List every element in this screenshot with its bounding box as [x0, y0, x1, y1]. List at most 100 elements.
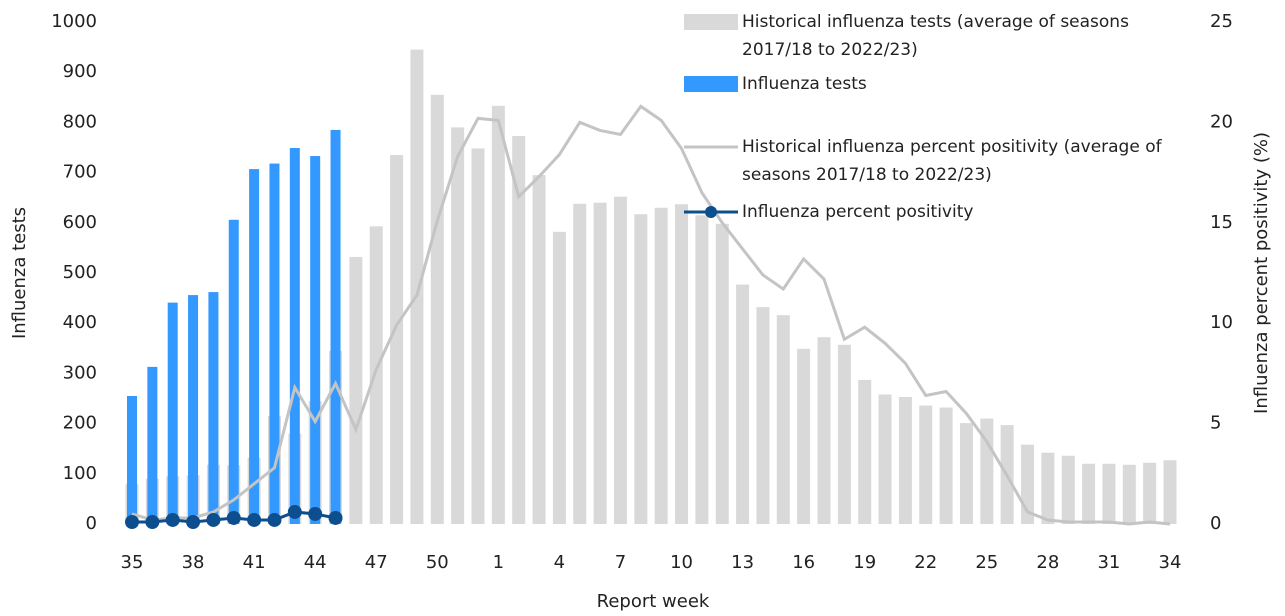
- bar: [410, 49, 424, 525]
- x-tick-label: 35: [121, 552, 144, 573]
- bar: [1061, 455, 1075, 524]
- bar: [715, 223, 729, 524]
- bar: [858, 379, 872, 524]
- bar: [1041, 452, 1055, 524]
- bar: [471, 148, 485, 524]
- x-tick-label: 19: [853, 552, 876, 573]
- marker: [186, 514, 201, 529]
- bar: [1102, 463, 1116, 524]
- bar: [959, 423, 973, 524]
- x-tick-label: 25: [975, 552, 998, 573]
- bar: [898, 396, 912, 524]
- legend-label: Historical influenza percent positivity …: [742, 137, 1162, 185]
- bar: [228, 219, 239, 524]
- bar: [269, 163, 280, 524]
- bar: [695, 215, 709, 524]
- bar: [878, 394, 892, 524]
- x-tick-label: 44: [304, 552, 327, 573]
- x-tick-label: 47: [365, 552, 388, 573]
- bar: [1122, 464, 1136, 524]
- bar: [349, 256, 363, 524]
- legend-label: Influenza percent positivity: [742, 202, 974, 222]
- bar: [188, 295, 199, 524]
- legend-label: Influenza tests: [742, 74, 867, 94]
- y-tick-label: 500: [63, 262, 97, 283]
- y2-tick-label: 10: [1210, 312, 1233, 333]
- bar: [310, 156, 321, 524]
- bar: [939, 407, 953, 524]
- y-tick-label: 100: [63, 463, 97, 484]
- marker: [247, 512, 262, 527]
- x-tick-label: 31: [1097, 552, 1120, 573]
- y-tick-label: 800: [63, 111, 97, 132]
- y2-tick-label: 0: [1210, 513, 1221, 534]
- x-tick-label: 4: [554, 552, 565, 573]
- bar: [369, 226, 383, 524]
- marker: [226, 510, 241, 525]
- bar: [491, 105, 505, 525]
- y-axis-label: Influenza tests: [9, 207, 30, 339]
- marker: [125, 514, 139, 529]
- x-tick-label: 10: [670, 552, 693, 573]
- bar: [249, 169, 260, 524]
- legend-swatch: [684, 76, 738, 92]
- x-tick-label: 13: [731, 552, 754, 573]
- y-tick-label: 700: [63, 162, 97, 183]
- legend-swatch: [684, 14, 738, 30]
- bar: [1143, 462, 1157, 524]
- bar: [552, 231, 566, 524]
- bar: [167, 302, 178, 524]
- line: [131, 104, 1171, 526]
- bar: [208, 292, 219, 524]
- bar: [1082, 463, 1096, 524]
- bar: [613, 196, 627, 525]
- y-tick-label: 900: [63, 61, 97, 82]
- bar: [919, 405, 933, 524]
- bar: [390, 155, 404, 524]
- bar: [1163, 460, 1177, 524]
- marker: [287, 504, 302, 519]
- bar: [675, 204, 689, 524]
- x-tick-label: 41: [243, 552, 266, 573]
- legend-label: Historical influenza tests (average of s…: [742, 12, 1129, 60]
- bar: [532, 175, 546, 525]
- marker: [145, 514, 160, 529]
- x-tick-label: 28: [1036, 552, 1059, 573]
- bar: [512, 135, 526, 525]
- marker: [206, 512, 221, 527]
- x-tick-label: 34: [1159, 552, 1182, 573]
- bar: [634, 214, 648, 525]
- x-axis-label: Report week: [597, 591, 710, 612]
- y-tick-label: 200: [63, 413, 97, 434]
- y2-tick-label: 20: [1210, 111, 1233, 132]
- bar: [430, 94, 444, 524]
- y2-tick-label: 15: [1210, 212, 1233, 233]
- bar: [756, 307, 770, 524]
- bar: [654, 207, 668, 525]
- x-tick-label: 1: [493, 552, 504, 573]
- x-tick-label: 16: [792, 552, 815, 573]
- y2-tick-label: 25: [1210, 11, 1233, 32]
- bar: [797, 348, 811, 524]
- bar: [451, 127, 465, 525]
- bar: [593, 202, 607, 524]
- y-tick-label: 600: [63, 212, 97, 233]
- bar: [817, 337, 831, 524]
- y2-tick-label: 5: [1210, 413, 1221, 434]
- y-tick-label: 1000: [51, 11, 97, 32]
- bar: [837, 344, 851, 524]
- x-tick-label: 50: [426, 552, 449, 573]
- legend-marker: [705, 206, 717, 218]
- marker: [328, 510, 343, 525]
- bar: [127, 395, 137, 524]
- x-tick-label: 7: [615, 552, 626, 573]
- marker: [308, 506, 323, 521]
- bar: [147, 366, 158, 524]
- y2-axis-label: Influenza percent positivity (%): [1251, 132, 1272, 414]
- y-tick-label: 400: [63, 312, 97, 333]
- bar: [736, 284, 750, 524]
- y-tick-label: 300: [63, 362, 97, 383]
- bar: [289, 148, 300, 524]
